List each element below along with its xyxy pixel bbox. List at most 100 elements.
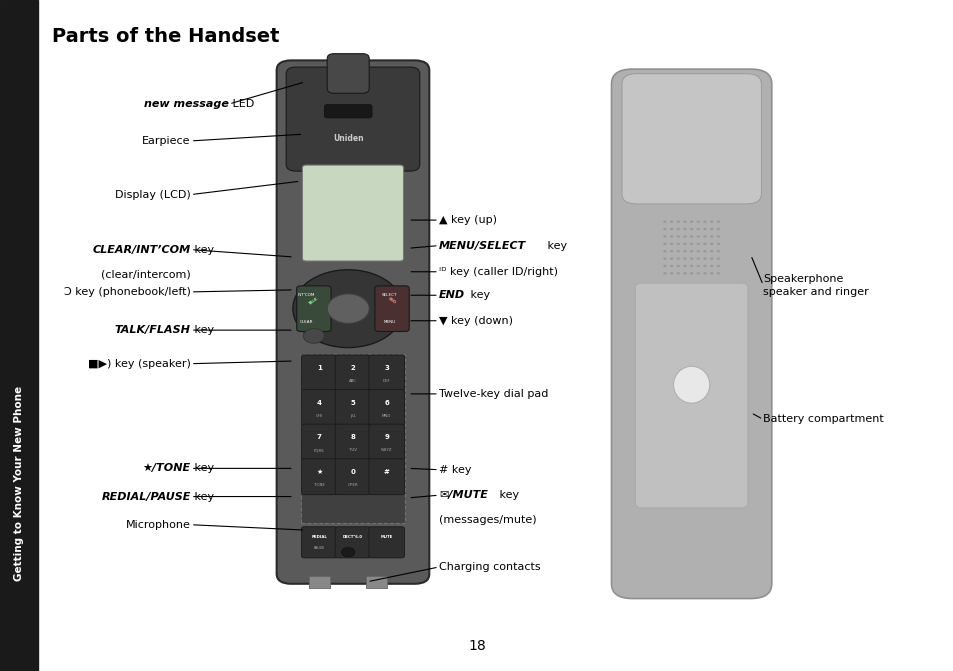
Text: REDIAL/PAUSE: REDIAL/PAUSE <box>101 492 191 501</box>
Circle shape <box>709 236 713 238</box>
FancyBboxPatch shape <box>369 527 404 558</box>
Circle shape <box>682 243 686 245</box>
Circle shape <box>662 221 666 223</box>
FancyBboxPatch shape <box>335 424 371 460</box>
Circle shape <box>702 258 706 260</box>
Text: MNO: MNO <box>381 413 391 417</box>
Circle shape <box>689 258 693 260</box>
Text: Microphone: Microphone <box>126 520 191 529</box>
Text: Ɔ key (phonebook/left): Ɔ key (phonebook/left) <box>64 287 191 297</box>
Text: 18: 18 <box>468 639 485 652</box>
Text: # key: # key <box>438 465 471 474</box>
Text: TONE: TONE <box>314 482 324 486</box>
Circle shape <box>662 243 666 245</box>
Text: (clear/intercom): (clear/intercom) <box>101 270 191 279</box>
Circle shape <box>341 548 355 557</box>
Ellipse shape <box>673 366 709 403</box>
Circle shape <box>669 250 673 252</box>
Text: key: key <box>543 241 566 250</box>
Circle shape <box>682 265 686 267</box>
Bar <box>366 576 387 588</box>
FancyBboxPatch shape <box>301 459 336 495</box>
Circle shape <box>669 272 673 274</box>
FancyBboxPatch shape <box>296 286 331 331</box>
Text: #: # <box>383 469 389 475</box>
Circle shape <box>676 250 679 252</box>
Text: ★/TONE: ★/TONE <box>143 464 191 473</box>
Circle shape <box>662 228 666 230</box>
Circle shape <box>689 243 693 245</box>
Text: OPER: OPER <box>347 482 358 486</box>
Text: 1: 1 <box>316 365 321 371</box>
Bar <box>300 354 405 523</box>
Circle shape <box>303 329 324 344</box>
Circle shape <box>662 250 666 252</box>
FancyBboxPatch shape <box>369 459 404 495</box>
Circle shape <box>716 265 720 267</box>
Circle shape <box>702 236 706 238</box>
Circle shape <box>696 228 700 230</box>
Bar <box>0 0 38 671</box>
Text: CLEAR: CLEAR <box>299 320 314 324</box>
Text: 0: 0 <box>350 469 355 475</box>
Text: 2: 2 <box>351 365 355 371</box>
Text: MENU: MENU <box>383 320 395 324</box>
Text: 3: 3 <box>384 365 389 371</box>
Circle shape <box>689 272 693 274</box>
Circle shape <box>669 265 673 267</box>
Circle shape <box>696 243 700 245</box>
Circle shape <box>682 221 686 223</box>
Circle shape <box>716 243 720 245</box>
Circle shape <box>676 243 679 245</box>
Circle shape <box>662 236 666 238</box>
Circle shape <box>716 228 720 230</box>
FancyBboxPatch shape <box>301 424 336 460</box>
Text: Getting to Know Your New Phone: Getting to Know Your New Phone <box>14 386 24 580</box>
Circle shape <box>689 228 693 230</box>
Text: GHI: GHI <box>315 413 322 417</box>
Text: 6: 6 <box>384 400 389 406</box>
Circle shape <box>676 265 679 267</box>
Text: JKL: JKL <box>350 413 355 417</box>
Circle shape <box>676 228 679 230</box>
Text: Battery compartment: Battery compartment <box>762 415 883 424</box>
Text: PAUSE: PAUSE <box>314 546 325 550</box>
Text: new message: new message <box>144 99 229 109</box>
FancyBboxPatch shape <box>301 355 336 391</box>
Circle shape <box>689 236 693 238</box>
Text: REDIAL: REDIAL <box>311 535 327 539</box>
Circle shape <box>702 228 706 230</box>
Circle shape <box>682 258 686 260</box>
Circle shape <box>702 221 706 223</box>
Circle shape <box>702 265 706 267</box>
Text: Parts of the Handset: Parts of the Handset <box>52 27 279 46</box>
Circle shape <box>716 258 720 260</box>
Circle shape <box>669 228 673 230</box>
Circle shape <box>716 250 720 252</box>
FancyBboxPatch shape <box>611 69 771 599</box>
Text: MUTE: MUTE <box>380 535 393 539</box>
Text: key: key <box>191 492 213 501</box>
Text: END: END <box>438 291 464 300</box>
Text: 8: 8 <box>350 434 355 440</box>
Circle shape <box>676 236 679 238</box>
Circle shape <box>689 250 693 252</box>
Circle shape <box>293 270 403 348</box>
Circle shape <box>702 243 706 245</box>
Circle shape <box>709 258 713 260</box>
Circle shape <box>709 265 713 267</box>
Circle shape <box>676 258 679 260</box>
FancyBboxPatch shape <box>335 355 371 391</box>
FancyBboxPatch shape <box>302 165 403 261</box>
Circle shape <box>709 250 713 252</box>
Text: ABC: ABC <box>349 379 356 383</box>
FancyBboxPatch shape <box>301 390 336 425</box>
Text: (messages/mute): (messages/mute) <box>438 515 536 525</box>
Circle shape <box>709 243 713 245</box>
FancyBboxPatch shape <box>335 527 371 558</box>
Text: Uniden: Uniden <box>333 134 363 143</box>
Text: INT'COM: INT'COM <box>297 293 315 297</box>
Circle shape <box>696 258 700 260</box>
Text: Charging contacts: Charging contacts <box>438 562 540 572</box>
Circle shape <box>327 294 369 323</box>
